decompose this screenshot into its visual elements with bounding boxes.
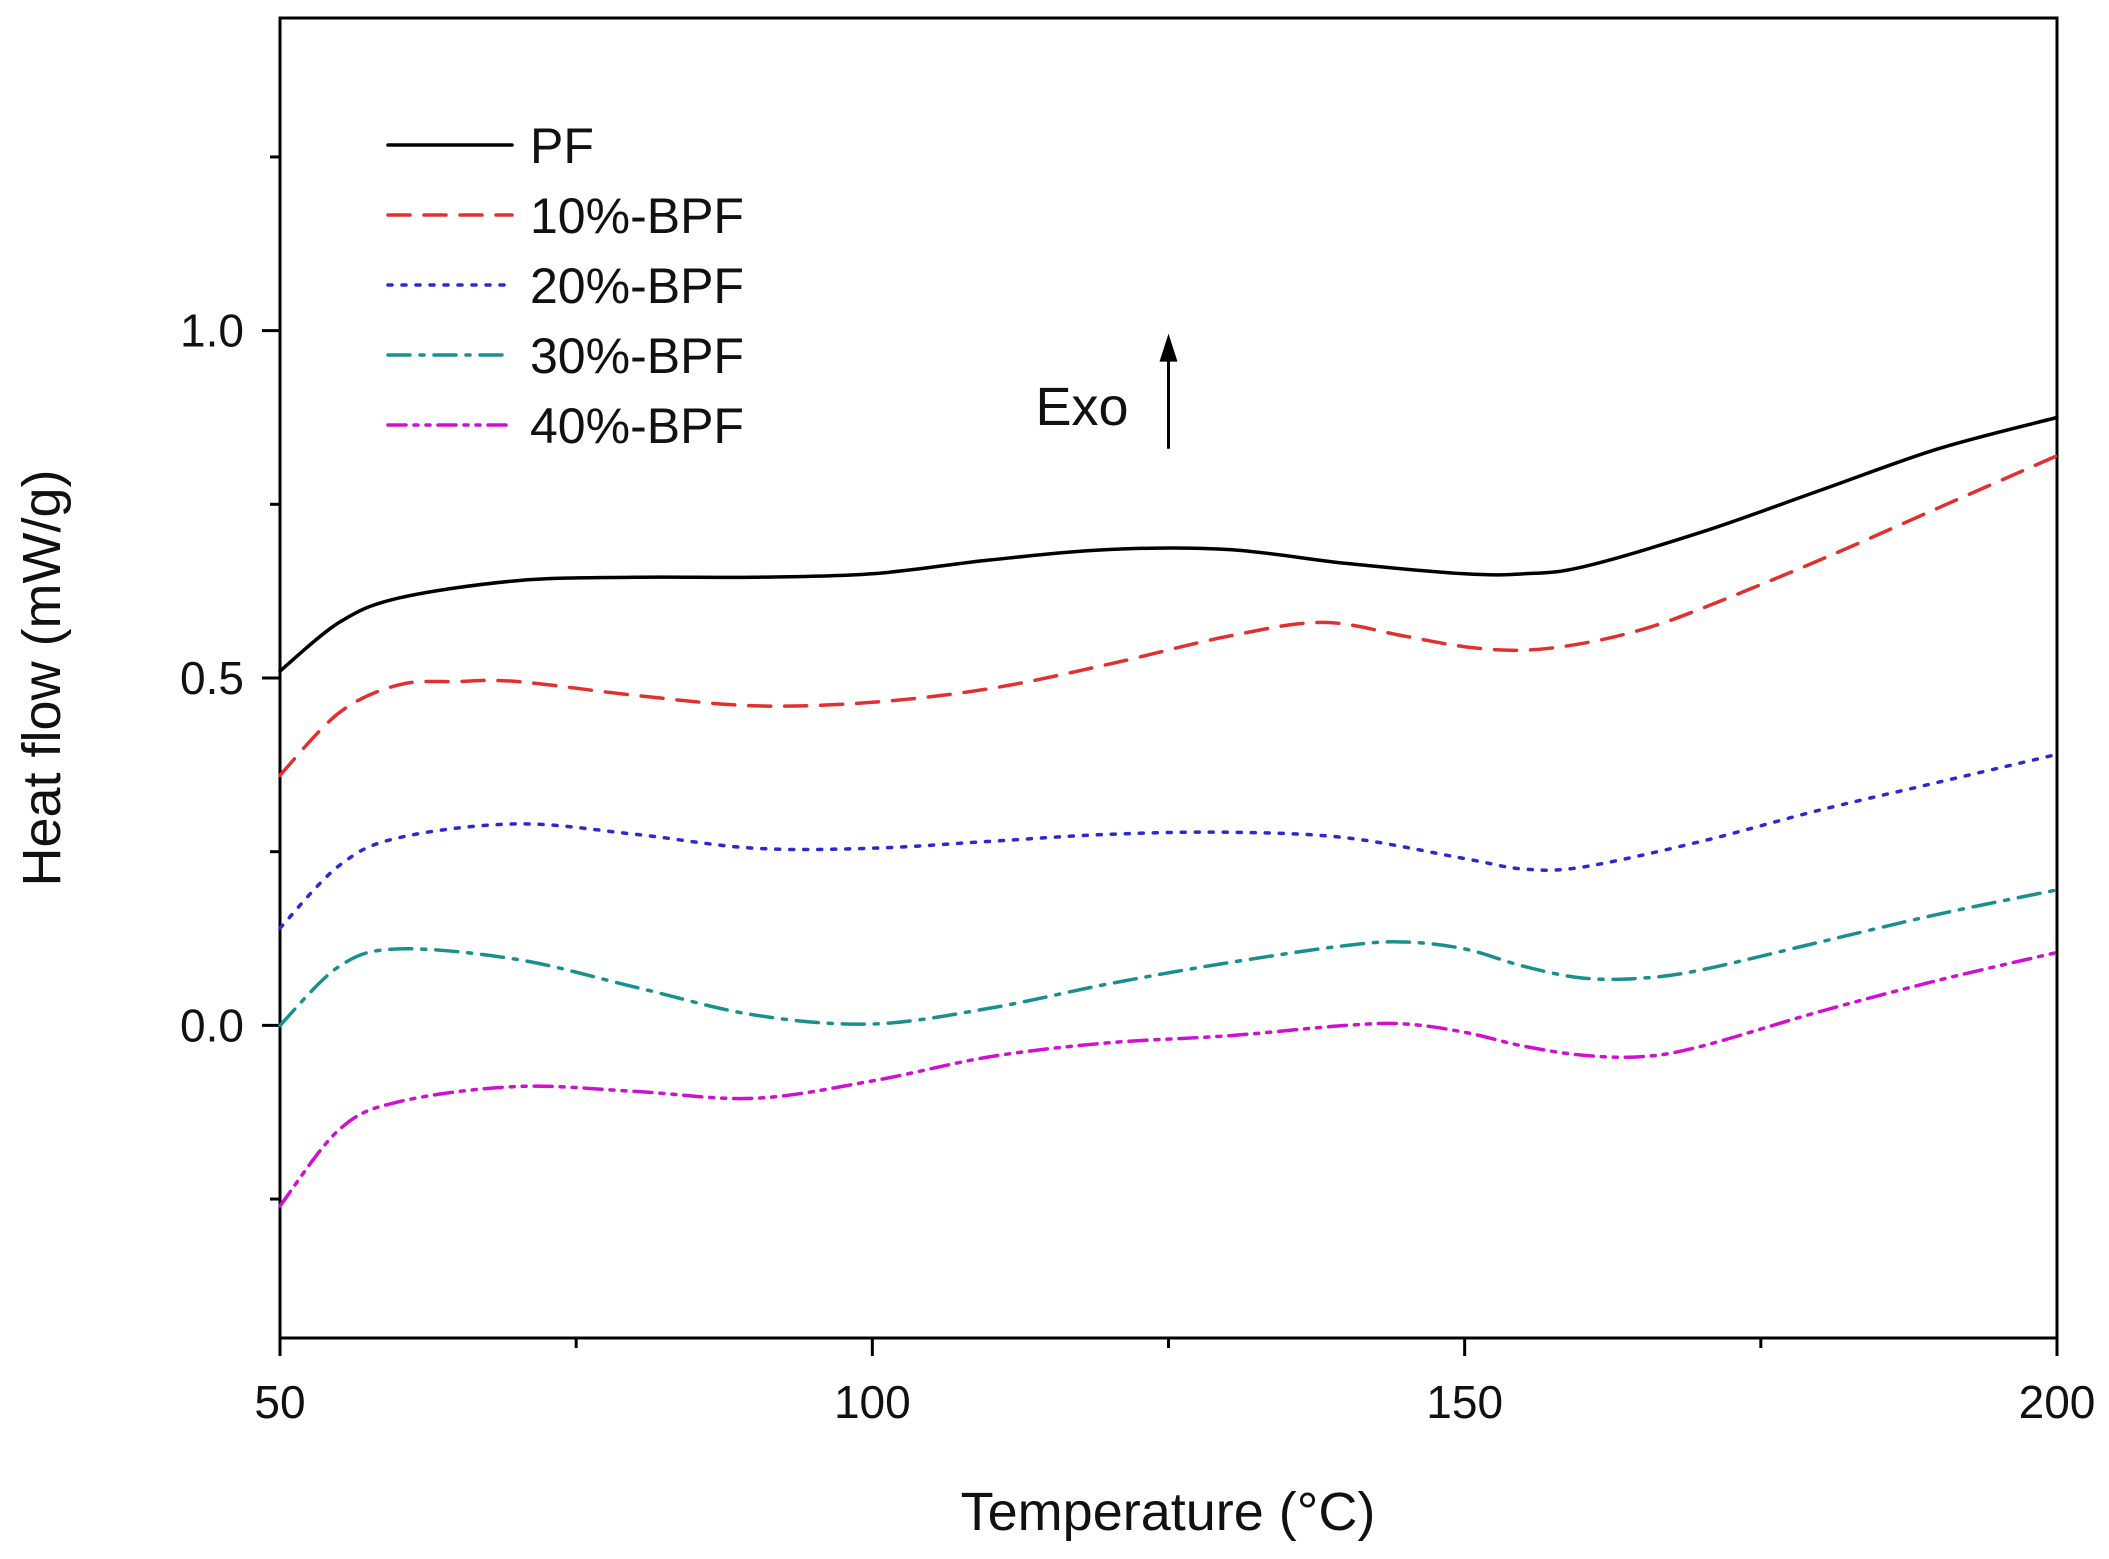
data-series (278, 415, 2059, 1208)
legend-label: 40%-BPF (530, 398, 744, 454)
legend-label: 10%-BPF (530, 188, 744, 244)
x-axis-title: Temperature (°C) (961, 1482, 1376, 1542)
series-line-10-bpf (278, 453, 2059, 778)
y-tick-label: 1.0 (180, 305, 244, 357)
legend-label: PF (530, 118, 594, 174)
legend: PF 10%-BPF 20%-BPF 30%-BPF 40%-BPF (386, 118, 744, 454)
series-line-pf (278, 415, 2059, 673)
x-tick-label: 150 (1426, 1376, 1503, 1428)
exo-label: Exo (1035, 377, 1128, 437)
exo-arrow-head (1159, 333, 1178, 362)
y-tick-label: 0.5 (180, 652, 244, 704)
series-line-40-bpf (278, 950, 2059, 1208)
legend-label: 30%-BPF (530, 328, 744, 384)
series-line-20-bpf (278, 752, 2059, 930)
y-axis-title: Heat flow (mW/g) (12, 469, 72, 886)
y-tick-label: 0.0 (180, 999, 244, 1051)
x-tick-label: 100 (834, 1376, 911, 1428)
x-tick-label: 50 (254, 1376, 305, 1428)
legend-label: 20%-BPF (530, 258, 744, 314)
series-line-30-bpf (278, 888, 2059, 1028)
axis-ticks: 50 100 150 200 0.0 0.5 1.0 (180, 155, 2096, 1428)
exo-annotation: Exo (1035, 333, 1178, 449)
x-tick-label: 200 (2019, 1376, 2096, 1428)
